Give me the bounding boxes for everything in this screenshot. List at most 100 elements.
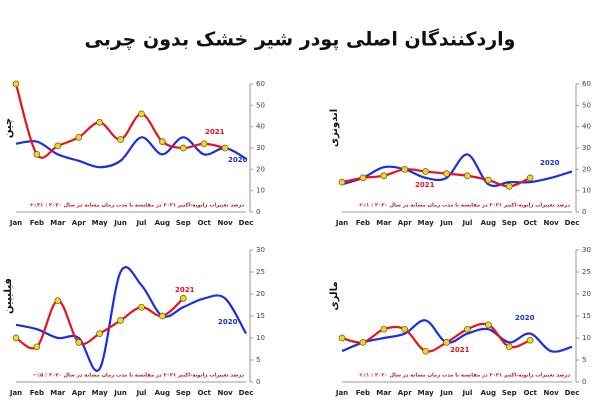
x-tick-label: Apr — [398, 219, 412, 227]
x-tick-label: Oct — [523, 389, 537, 397]
point — [338, 334, 346, 342]
x-tick-label: Jan — [335, 219, 348, 227]
x-tick-label: Sep — [176, 219, 191, 227]
point — [380, 172, 388, 180]
point — [96, 119, 103, 126]
y-tick-label: 5 — [256, 356, 260, 364]
point — [12, 80, 20, 88]
y-tick-label: 40 — [582, 123, 591, 131]
note: درصد تغییرات ژانویه-اکتبر ۲۰۲۱ در مقایسه… — [29, 203, 244, 209]
x-tick-label: Jun — [439, 389, 453, 397]
y-tick-label: 20 — [582, 165, 591, 173]
point — [96, 330, 103, 337]
y-tick-label: 40 — [256, 123, 265, 131]
series-line — [341, 168, 531, 188]
y-tick-label: 25 — [256, 268, 265, 276]
point — [526, 174, 534, 182]
point — [117, 317, 124, 324]
y-tick-label: 60 — [256, 80, 265, 88]
point — [138, 303, 145, 311]
legend-label: 2020 — [218, 318, 238, 326]
legend-label: 2021 — [175, 286, 195, 294]
x-tick-label: Nov — [217, 219, 233, 227]
x-tick-label: Oct — [523, 219, 537, 227]
series-line — [15, 136, 247, 169]
x-tick-label: Nov — [217, 389, 233, 397]
panel-title: اندونزی — [329, 109, 340, 147]
x-tick-label: Apr — [72, 389, 86, 397]
point — [443, 339, 450, 346]
legend-label: 2021 — [415, 181, 435, 189]
y-tick-label: 30 — [256, 144, 265, 152]
x-tick-label: Feb — [356, 389, 370, 397]
x-tick-label: Dec — [565, 219, 580, 227]
x-tick-label: Dec — [239, 219, 254, 227]
x-tick-label: Dec — [565, 389, 580, 397]
x-tick-label: Jul — [461, 219, 472, 227]
point — [75, 339, 83, 346]
point — [117, 136, 124, 143]
point — [359, 339, 367, 346]
y-tick-label: 10 — [256, 187, 265, 195]
note: درصد تغییرات ژانویه-اکتبر ۲۰۲۱ در مقایسه… — [33, 373, 245, 379]
point — [159, 312, 166, 320]
y-tick-label: 0 — [582, 208, 586, 216]
point — [464, 172, 471, 180]
x-tick-label: Aug — [481, 219, 496, 227]
x-tick-label: Feb — [356, 219, 370, 227]
point — [54, 142, 62, 150]
point — [422, 168, 429, 175]
x-tick-label: Nov — [543, 219, 559, 227]
y-tick-label: 20 — [256, 290, 265, 298]
y-tick-label: 0 — [256, 378, 260, 386]
y-tick-label: 30 — [582, 246, 591, 254]
legend-label: 2020 — [228, 156, 248, 164]
x-tick-label: Aug — [155, 219, 170, 227]
point — [359, 174, 367, 182]
x-tick-label: Jun — [113, 219, 127, 227]
x-tick-label: Jan — [335, 389, 348, 397]
x-tick-label: Mar — [50, 389, 66, 397]
x-tick-label: Sep — [502, 389, 517, 397]
y-tick-label: 30 — [582, 144, 591, 152]
series-line — [341, 322, 531, 353]
point — [159, 138, 166, 145]
y-tick-label: 60 — [582, 80, 591, 88]
point — [485, 321, 492, 329]
x-tick-label: Aug — [481, 389, 496, 397]
note: درصد تغییرات ژانویه-اکتبر ۲۰۲۱ در مقایسه… — [359, 203, 571, 209]
point — [179, 295, 187, 302]
point — [505, 183, 513, 190]
y-tick-label: 25 — [582, 268, 591, 276]
point — [179, 144, 187, 152]
x-tick-label: Apr — [398, 389, 412, 397]
y-tick-label: 15 — [256, 312, 265, 320]
point — [138, 110, 145, 118]
note: درصد تغییرات ژانویه-اکتبر ۲۰۲۱ در مقایسه… — [359, 373, 571, 379]
x-tick-label: Sep — [176, 389, 191, 397]
point — [54, 297, 62, 304]
x-tick-label: Jan — [9, 389, 22, 397]
point — [12, 334, 20, 342]
y-tick-label: 50 — [256, 101, 265, 109]
y-tick-label: 10 — [582, 334, 591, 342]
panel-title: چین — [3, 118, 14, 138]
y-tick-label: 50 — [582, 101, 591, 109]
x-tick-label: May — [418, 219, 434, 227]
point — [75, 133, 83, 141]
point — [401, 165, 409, 173]
x-tick-label: Apr — [72, 219, 86, 227]
x-tick-label: Oct — [197, 219, 211, 227]
x-tick-label: Dec — [239, 389, 254, 397]
y-tick-label: 10 — [256, 334, 265, 342]
y-tick-label: 20 — [582, 290, 591, 298]
series-line — [341, 319, 573, 353]
point — [33, 343, 41, 351]
y-tick-label: 0 — [582, 378, 586, 386]
point — [505, 343, 513, 351]
x-tick-label: May — [92, 219, 108, 227]
point — [401, 325, 409, 333]
x-tick-label: Mar — [376, 219, 392, 227]
